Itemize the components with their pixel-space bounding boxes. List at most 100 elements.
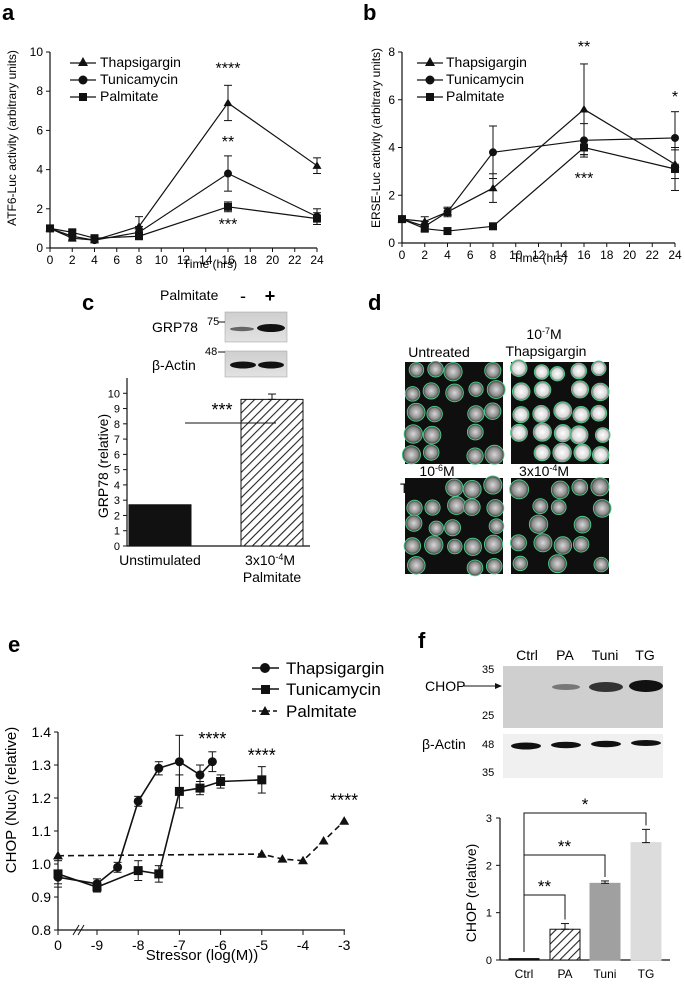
cell-nucleus (444, 519, 462, 537)
cell-nucleus (593, 556, 609, 573)
significance-label: *** (575, 170, 594, 187)
data-point-palmitate (298, 855, 308, 865)
xlabel-a: Time (hrs) (183, 257, 237, 271)
grp78-band-lane1 (230, 326, 254, 332)
cell-nucleus (424, 499, 441, 516)
cell-nucleus (590, 360, 607, 376)
data-point-palmitate (224, 202, 232, 211)
data-point-palmitate (420, 224, 429, 233)
legend-a-item-palmitate: Palmitate (100, 88, 159, 104)
chop-arrow-icon (495, 683, 502, 689)
micrograph-thapsigargin (509, 359, 611, 464)
data-point-tunicamycin (174, 786, 184, 796)
legend-e: Thapsigargin Tunicamycin Palmitate (252, 659, 384, 721)
series-line-palmitate (49, 206, 318, 239)
marker-f-48: 48 (482, 739, 494, 751)
cell-nucleus (552, 442, 572, 463)
x-tick-label: -6 (214, 937, 227, 953)
y-tick-label: 4 (36, 163, 43, 177)
data-point-thapsigargin (312, 161, 322, 169)
cell-nucleus (407, 556, 426, 575)
x-tick-label: 2 (421, 248, 428, 262)
cell-nucleus (466, 447, 484, 465)
ylabel-e: CHOP (Nuc) (relative) (3, 727, 20, 873)
grp78-blot-background (224, 311, 288, 343)
cell-nucleus (486, 380, 506, 399)
data-point-palmitate (135, 232, 143, 241)
cell-nucleus (549, 366, 565, 382)
image-title-palmitate-unit: M (557, 463, 569, 479)
y-tick-label: 0 (36, 241, 43, 255)
x-tick-label: 20 (266, 253, 280, 267)
data-point-tunicamycin (195, 783, 205, 793)
cell-nucleus (533, 533, 553, 553)
cell-nucleus (485, 557, 503, 575)
data-point-tunicamycin (53, 869, 63, 879)
x-tick-label: 16 (577, 248, 591, 262)
data-point-tunicamycin (489, 148, 497, 157)
panel-letter-d: d (368, 290, 381, 315)
cell-nucleus (401, 445, 421, 465)
cell-nucleus (572, 406, 590, 424)
cell-nucleus (573, 515, 592, 534)
x-tick-label: 22 (646, 248, 660, 262)
chop-blot (503, 666, 663, 728)
y-tick-label: 4 (114, 480, 120, 492)
x-tick-label: 0 (47, 253, 54, 267)
panel-letter-a: a (2, 0, 15, 25)
bar-pa (549, 928, 581, 961)
legend-b: Thapsigargin Tunicamycin Palmitate (417, 54, 527, 104)
panel-e: e 0 -9 -8 -7 -6 -5 -4 -3 0.8 0.9 1.0 1.1 1.2 1.3 1.4 **… (3, 632, 384, 964)
data-point-thapsigargin (133, 796, 143, 806)
cell-nucleus (570, 380, 590, 399)
image-title-thapsigargin-base: 10 (526, 326, 542, 342)
x-tick-label: 2 (69, 253, 76, 267)
cell-nucleus (570, 362, 587, 380)
data-point-thapsigargin (579, 104, 589, 113)
series-line-tunicamycin (401, 137, 676, 227)
series-line-palmitate (57, 820, 345, 862)
cell-nucleus (512, 555, 528, 572)
y-tick-label: 8 (388, 45, 395, 59)
x-tick-label: 24 (310, 253, 324, 267)
cell-nucleus (406, 499, 423, 517)
category-label-tuni: Tuni (594, 967, 617, 981)
legend-e-triangle-marker (260, 706, 270, 715)
y-tick-label: 8 (36, 84, 43, 98)
significance-label: ** (578, 39, 590, 56)
significance-label: ** (558, 837, 572, 856)
x-tick-label: 20 (623, 248, 637, 262)
y-tick-label: 1 (114, 526, 120, 538)
data-point-palmitate (68, 228, 77, 237)
image-title-thapsigargin-name: Thapsigargin (506, 343, 587, 359)
y-tick-label: 2 (388, 188, 395, 202)
grp78-blot (224, 311, 288, 343)
cell-nucleus (590, 477, 610, 497)
cell-nucleus (591, 446, 610, 464)
x-tick-label: 18 (600, 248, 614, 262)
cell-nucleus (553, 424, 572, 443)
data-point-thapsigargin (174, 757, 184, 767)
cell-nucleus (486, 499, 505, 517)
cell-nucleus (532, 498, 549, 515)
cell-nucleus (427, 360, 444, 378)
category-c-palmitate-line2: Palmitate (243, 569, 302, 585)
y-tick-label: 4 (388, 141, 395, 155)
cell-nucleus (483, 534, 504, 554)
cell-nucleus (553, 536, 573, 555)
ylabel-c: GRP78 (relative) (95, 414, 111, 518)
cell-nucleus (484, 444, 505, 465)
axis-break-mark (72, 924, 80, 936)
x-tick-label: 24 (668, 248, 682, 262)
cell-nucleus (447, 538, 463, 555)
data-point-palmitate (318, 835, 329, 845)
cell-nucleus (572, 536, 590, 553)
data-point-palmitate (46, 224, 54, 233)
legend-b-triangle-marker (425, 57, 435, 66)
panel-d: d Untreated 10-7M Thapsigargin 10-6M Tun… (368, 290, 612, 577)
y-tick-label: 0 (388, 236, 395, 250)
cell-nucleus (594, 427, 611, 443)
cell-nucleus (509, 534, 527, 552)
y-tick-label: 7 (114, 434, 120, 446)
